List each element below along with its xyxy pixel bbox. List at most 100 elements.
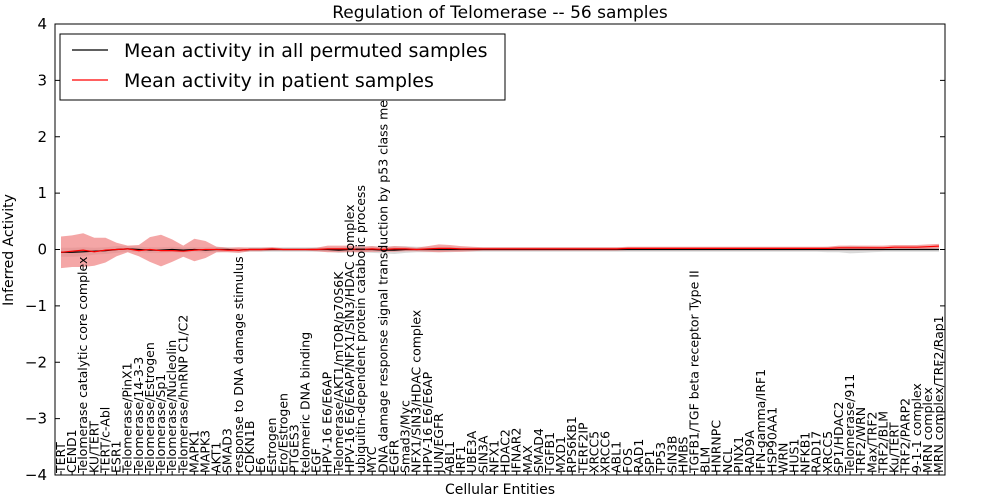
x-tick-label: SIN3A — [475, 435, 490, 473]
x-tick-label: HUS1 — [787, 439, 802, 473]
x-tick-label: Telomerase/911 — [842, 374, 857, 474]
x-tick-label: Telomerase/14-3-3 — [131, 357, 146, 474]
x-tick-label: RAD9A — [742, 430, 757, 473]
y-axis-label: Inferred Activity — [1, 194, 17, 306]
x-tick-label: MRN complex — [920, 387, 935, 473]
y-tick-label: −4 — [25, 466, 47, 484]
x-tick-label: IFNAR2 — [509, 428, 524, 473]
legend-label-permuted: Mean activity in all permuted samples — [124, 40, 487, 62]
x-tick-label: ABL1 — [442, 441, 457, 473]
x-tick-label: SMAD4 — [531, 428, 546, 473]
x-tick-label: Telomerase/Estrogen — [142, 342, 157, 474]
y-tick-label: 1 — [37, 184, 47, 202]
x-tick-label: BLM — [698, 447, 713, 473]
x-tick-label: CDKN1B — [242, 421, 257, 473]
x-tick-label: TP53 — [653, 442, 668, 474]
x-tick-label: IFN-gamma/IRF1 — [753, 369, 768, 473]
x-tick-label: MAPK3 — [197, 430, 212, 473]
y-tick-label: −3 — [25, 410, 47, 428]
x-tick-label: XRCC5 — [586, 431, 601, 473]
series-lines — [60, 245, 940, 253]
x-tick-label: SP1/HDAC2 — [831, 402, 846, 473]
x-tick-label: E6 — [253, 457, 268, 473]
x-tick-label: TRF2/WRN — [853, 407, 868, 474]
x-tick-label: MAX — [520, 445, 535, 473]
x-tick-label: NFKB1 — [798, 432, 813, 473]
x-tick-label: response to DNA damage stimulus — [231, 256, 246, 473]
legend-label-patient: Mean activity in patient samples — [124, 70, 434, 92]
x-tick-label: MYC — [364, 446, 379, 473]
x-tick-label: 9-1-1 complex — [909, 383, 924, 473]
x-tick-label: TRF2/BLM — [875, 411, 890, 474]
x-tick-label: EGF — [309, 448, 324, 473]
y-tick-label: −2 — [25, 353, 47, 371]
x-tick-label: MAPK1 — [186, 430, 201, 473]
x-tick-label: Smad3/Myc — [398, 400, 413, 473]
x-tick-label: HNRNPC — [709, 420, 724, 473]
x-tick-label: MRN complex/TRF2/Rap1 — [931, 315, 946, 473]
x-tick-label: Telomerase/Nucleolin — [164, 340, 179, 474]
x-tick-label: Telomerase/PinX1 — [120, 362, 135, 474]
x-tick-label: ubiquitin-dependent protein catabolic pr… — [353, 185, 368, 473]
chart-title: Regulation of Telomerase -- 56 samples — [332, 3, 668, 23]
x-tick-label: TERT/c-Abl — [97, 407, 112, 474]
x-tick-label: RAD17 — [809, 431, 824, 473]
x-tick-label: PINX1 — [731, 436, 746, 473]
x-tick-label: ABL1 — [609, 441, 624, 473]
x-tick-label: Ero/Estrogen — [275, 393, 290, 473]
x-tick-label: Telomerase catalytic core complex — [75, 257, 90, 474]
x-tick-label: HMBS — [675, 436, 690, 473]
x-tick-label: RAD1 — [631, 439, 646, 473]
x-tick-label: UBE3A — [464, 430, 479, 473]
x-tick-label: Ku/TERT — [887, 422, 902, 473]
x-tick-label: JUN/EGFR — [431, 413, 446, 474]
plot-frame — [54, 23, 946, 476]
x-tick-label: TERT — [53, 442, 68, 474]
x-tick-label: SP1 — [642, 450, 657, 473]
x-tick-label: SMAD3 — [220, 428, 235, 473]
x-tick-label: WRN — [775, 443, 790, 473]
x-tick-label: IRF1 — [453, 445, 468, 473]
x-tick-label: AKT1 — [209, 442, 224, 473]
y-tick-label: 0 — [37, 241, 47, 259]
x-tick-label: NFX1/SIN3/HDAC complex — [409, 310, 424, 473]
x-tick-label: Max/TRF2 — [864, 411, 879, 473]
y-tick-label: 2 — [37, 128, 47, 146]
x-tick-label: HPV-16 E6/E6AP — [420, 371, 435, 473]
x-tick-label: NFX1 — [486, 440, 501, 473]
x-tick-label: ESR1 — [109, 441, 124, 473]
x-tick-label: telomeric DNA binding — [298, 332, 313, 473]
x-tick-label: FOS — [620, 448, 635, 473]
y-tick-label: 4 — [37, 15, 47, 33]
x-tick-label: Telomerase/Sp1 — [153, 374, 168, 474]
x-tick-label: DNA damage response signal transduction … — [375, 62, 390, 473]
x-tick-label: HDAC2 — [498, 429, 513, 473]
x-tick-label: Estrogen — [264, 418, 279, 473]
x-tick-label: MXD1 — [553, 436, 568, 473]
x-tick-label: TRF2/PARP2 — [898, 398, 913, 474]
x-tick-label: RPS6KB1 — [564, 416, 579, 473]
x-tick-label: EGFR — [386, 439, 401, 473]
x-tick-label: PTGES3 — [286, 424, 301, 473]
x-tick-label: HPV-16 E6/E6AP — [320, 371, 335, 473]
x-tick-label: KU/TERT — [86, 420, 101, 473]
x-tick-label: HPV-16 E6/E6AP/NFX1/SIN3/HDAC complex — [342, 204, 357, 473]
x-tick-label: XRCC5 — [820, 431, 835, 473]
patient-line — [60, 245, 940, 253]
x-tick-label: HSP90AA1 — [764, 407, 779, 473]
y-axis-ticks: −4 −3 −2 −1 0 1 2 3 4 — [25, 15, 945, 484]
legend-box — [59, 33, 506, 101]
x-tick-label: TGFB1 — [542, 432, 557, 474]
legend: Mean activity in all permuted samples Me… — [59, 33, 506, 101]
x-axis-label: Cellular Entities — [445, 482, 555, 498]
x-tick-label: Telomerase/AKT1/mTOR/p70S6K — [331, 271, 346, 474]
y-tick-label: −1 — [25, 297, 47, 315]
y-tick-label: 3 — [37, 71, 47, 89]
x-tick-label: SIN3B — [664, 436, 679, 474]
x-tick-label: NCL — [720, 448, 735, 473]
x-tick-label: TERF2IP — [575, 422, 590, 474]
x-tick-label: CEND1 — [64, 429, 79, 473]
x-tick-label: Telomerase/hnRNP C1/C2 — [175, 315, 190, 474]
